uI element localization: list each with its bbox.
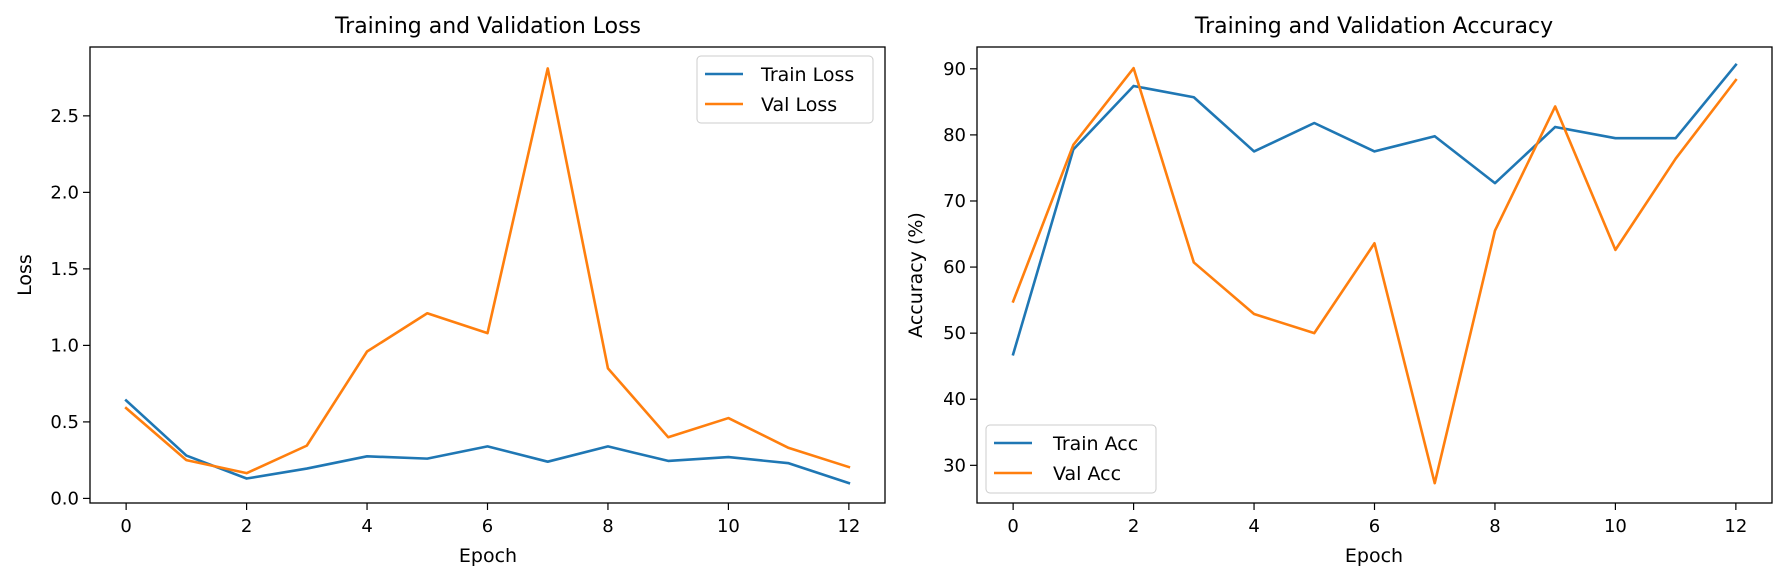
x-tick-label: 4 <box>1248 516 1259 537</box>
train-acc-line <box>1011 63 1738 356</box>
y-tick-label: 50 <box>943 323 966 344</box>
loss-x-ticks: 0 2 4 6 8 10 12 <box>120 503 860 537</box>
loss-series <box>124 67 851 485</box>
legend-train-acc-label: Train Acc <box>1052 433 1138 455</box>
loss-x-axis-label: Epoch <box>459 545 517 567</box>
x-tick-label: 8 <box>602 516 613 537</box>
val-loss-line <box>124 67 851 475</box>
accuracy-chart-title: Training and Validation Accuracy <box>1194 14 1553 39</box>
y-tick-label: 0.0 <box>50 488 79 509</box>
x-tick-label: 2 <box>241 516 252 537</box>
y-tick-label: 2.5 <box>50 106 79 127</box>
y-tick-label: 70 <box>943 191 966 212</box>
accuracy-series <box>1011 63 1738 485</box>
x-tick-label: 2 <box>1128 516 1139 537</box>
accuracy-x-ticks: 0 2 4 6 8 10 12 <box>1007 503 1747 537</box>
train-loss-line <box>124 398 851 485</box>
x-tick-label: 0 <box>120 516 131 537</box>
val-acc-line <box>1011 66 1738 485</box>
x-tick-label: 10 <box>1604 516 1627 537</box>
x-tick-label: 6 <box>1369 516 1380 537</box>
y-tick-label: 2.0 <box>50 182 79 203</box>
y-tick-label: 0.5 <box>50 412 79 433</box>
accuracy-x-axis-label: Epoch <box>1345 545 1403 567</box>
legend-train-loss-label: Train Loss <box>760 64 854 86</box>
y-tick-label: 1.5 <box>50 259 79 280</box>
accuracy-legend: Train Acc Val Acc <box>985 424 1157 494</box>
y-tick-label: 1.0 <box>50 335 79 356</box>
loss-subplot: Training and Validation Loss 0 2 4 6 8 10 12 0… <box>14 14 886 567</box>
x-tick-label: 0 <box>1007 516 1018 537</box>
x-tick-label: 10 <box>717 516 740 537</box>
x-tick-label: 8 <box>1489 516 1500 537</box>
accuracy-subplot: Training and Validation Accuracy 0 2 4 6 8 10… <box>905 14 1773 567</box>
x-tick-label: 4 <box>361 516 372 537</box>
y-tick-label: 40 <box>943 389 966 410</box>
legend-val-loss-label: Val Loss <box>761 94 837 116</box>
loss-y-ticks: 0.0 0.5 1.0 1.5 2.0 2.5 <box>50 106 90 509</box>
loss-legend: Train Loss Val Loss <box>696 55 874 124</box>
accuracy-y-axis-label: Accuracy (%) <box>905 212 927 338</box>
y-tick-label: 60 <box>943 257 966 278</box>
x-tick-label: 12 <box>837 516 860 537</box>
y-tick-label: 80 <box>943 125 966 146</box>
y-tick-label: 90 <box>943 59 966 80</box>
x-tick-label: 6 <box>482 516 493 537</box>
accuracy-y-ticks: 30 40 50 60 70 80 90 <box>943 59 977 476</box>
x-tick-label: 12 <box>1724 516 1747 537</box>
loss-y-axis-label: Loss <box>14 254 36 296</box>
legend-val-acc-label: Val Acc <box>1053 463 1121 485</box>
y-tick-label: 30 <box>943 455 966 476</box>
loss-chart-title: Training and Validation Loss <box>334 14 641 39</box>
